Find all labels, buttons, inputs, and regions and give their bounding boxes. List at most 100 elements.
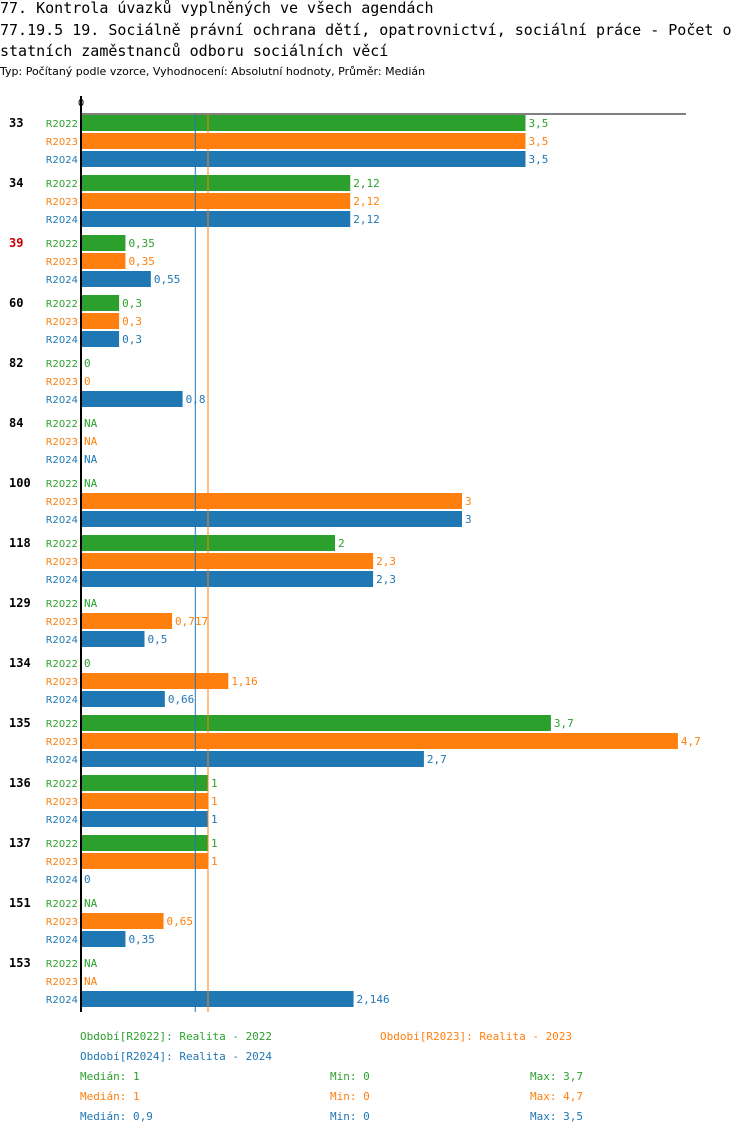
chart-title-line-2: 77.19.5 19. Sociálně právní ochrana dětí… [0, 21, 732, 39]
category-label: 136 [9, 776, 31, 790]
bar [81, 751, 424, 767]
stat-min-r2024: Min: 0 [330, 1110, 370, 1123]
bar [81, 331, 120, 347]
bar-value-label: 1 [211, 837, 218, 850]
category-label: 151 [9, 896, 31, 910]
category-label: 84 [9, 416, 23, 430]
series-label: R2023 [46, 197, 78, 208]
bar-value-label: NA [84, 975, 98, 988]
legend-r2023: Období[R2023]: Realita - 2023 [380, 1030, 573, 1043]
bar-value-label: 3,5 [529, 135, 549, 148]
category-label: 137 [9, 836, 31, 850]
bar [81, 793, 208, 809]
category-label: 129 [9, 596, 31, 610]
stat-median-r2022: Medián: 1 [80, 1070, 140, 1083]
legend-r2024: Období[R2024]: Realita - 2024 [80, 1050, 273, 1063]
series-label: R2024 [46, 395, 78, 406]
series-label: R2023 [46, 437, 78, 448]
bar [81, 673, 229, 689]
bar-value-label: 0,3 [122, 315, 142, 328]
bar-value-label: 2,12 [353, 195, 380, 208]
series-label: R2023 [46, 257, 78, 268]
bar [81, 913, 164, 929]
series-label: R2024 [46, 635, 78, 646]
series-label: R2024 [46, 575, 78, 586]
series-label: R2022 [46, 119, 78, 130]
bar [81, 553, 374, 569]
bar-value-label: 0 [84, 375, 91, 388]
bar-value-label: 0,3 [122, 333, 142, 346]
bar [81, 193, 351, 209]
bar-value-label: NA [84, 417, 98, 430]
stat-max-r2023: Max: 4,7 [530, 1090, 583, 1103]
bar [81, 493, 462, 509]
bar-value-label: 2,7 [427, 753, 447, 766]
series-label: R2022 [46, 179, 78, 190]
stat-median-r2023: Medián: 1 [80, 1090, 140, 1103]
bar-value-label: 3,5 [529, 153, 549, 166]
series-label: R2023 [46, 917, 78, 928]
series-label: R2023 [46, 317, 78, 328]
stat-min-r2023: Min: 0 [330, 1090, 370, 1103]
bar-value-label: 0,35 [128, 237, 155, 250]
series-label: R2022 [46, 299, 78, 310]
series-label: R2023 [46, 857, 78, 868]
bar-value-label: 0,55 [154, 273, 181, 286]
bar-value-label: 2,3 [376, 573, 396, 586]
stat-max-r2024: Max: 3,5 [530, 1110, 583, 1123]
series-label: R2024 [46, 875, 78, 886]
bar-value-label: 1 [211, 777, 218, 790]
bar-value-label: 0,65 [167, 915, 194, 928]
series-label: R2024 [46, 755, 78, 766]
series-label: R2023 [46, 677, 78, 688]
category-label: 100 [9, 476, 31, 490]
series-label: R2022 [46, 899, 78, 910]
bar [81, 835, 208, 851]
category-label: 39 [9, 236, 23, 250]
bar [81, 115, 526, 131]
category-label: 34 [9, 176, 23, 190]
bar-value-label: NA [84, 897, 98, 910]
series-label: R2024 [46, 335, 78, 346]
series-label: R2024 [46, 995, 78, 1006]
bar-value-label: 3,5 [529, 117, 549, 130]
bar [81, 991, 354, 1007]
bar [81, 133, 526, 149]
bar [81, 211, 351, 227]
bar-value-label: 0 [84, 357, 91, 370]
series-label: R2022 [46, 479, 78, 490]
bar [81, 733, 678, 749]
series-label: R2023 [46, 497, 78, 508]
bar [81, 511, 462, 527]
series-label: R2024 [46, 935, 78, 946]
bar [81, 631, 145, 647]
series-label: R2023 [46, 977, 78, 988]
bar [81, 811, 208, 827]
bar-value-label: 1 [211, 855, 218, 868]
bar-value-label: 2 [338, 537, 345, 550]
bar [81, 715, 551, 731]
bar-value-label: 1,16 [231, 675, 258, 688]
series-label: R2023 [46, 557, 78, 568]
series-label: R2022 [46, 359, 78, 370]
chart-title-line-3: statních zaměstnanců odboru sociálních v… [0, 42, 389, 60]
bar [81, 235, 126, 251]
series-label: R2022 [46, 419, 78, 430]
chart-title-line-1: 77. Kontrola úvazků vyplněných ve všech … [0, 0, 434, 17]
bar-value-label: 0,35 [128, 255, 155, 268]
series-label: R2022 [46, 719, 78, 730]
bar [81, 253, 126, 269]
series-label: R2022 [46, 839, 78, 850]
series-label: R2024 [46, 515, 78, 526]
series-label: R2022 [46, 779, 78, 790]
bar [81, 775, 208, 791]
bar-value-label: 0,3 [122, 297, 142, 310]
bar [81, 175, 351, 191]
bar [81, 313, 120, 329]
bar-value-label: 2,12 [353, 213, 380, 226]
series-label: R2022 [46, 539, 78, 550]
category-label: 60 [9, 296, 23, 310]
bar-value-label: NA [84, 597, 98, 610]
bar-value-label: 1 [211, 813, 218, 826]
